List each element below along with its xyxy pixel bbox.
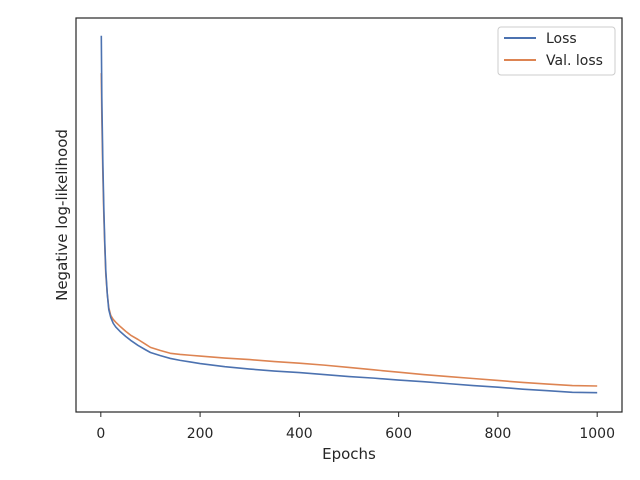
x-tick-label: 200 [187, 426, 214, 442]
x-tick-label: 1000 [579, 426, 615, 442]
x-tick-label: 0 [96, 426, 105, 442]
series-layer [100, 35, 598, 394]
x-tick-label: 600 [385, 426, 412, 442]
x-ticks: 0 200 400 600 800 1000 [96, 412, 615, 442]
y-axis-label: Negative log-likelihood [53, 129, 71, 301]
x-tick-label: 800 [485, 426, 512, 442]
series-line-loss [100, 35, 598, 394]
x-axis-label: Epochs [322, 445, 376, 463]
plot-frame [75, 17, 623, 413]
x-tick-label: 400 [286, 426, 313, 442]
legend-label-loss: Loss [546, 31, 577, 47]
plot-area [76, 18, 622, 412]
legend: Loss Val. loss [497, 26, 616, 76]
legend-label-val-loss: Val. loss [546, 53, 603, 69]
